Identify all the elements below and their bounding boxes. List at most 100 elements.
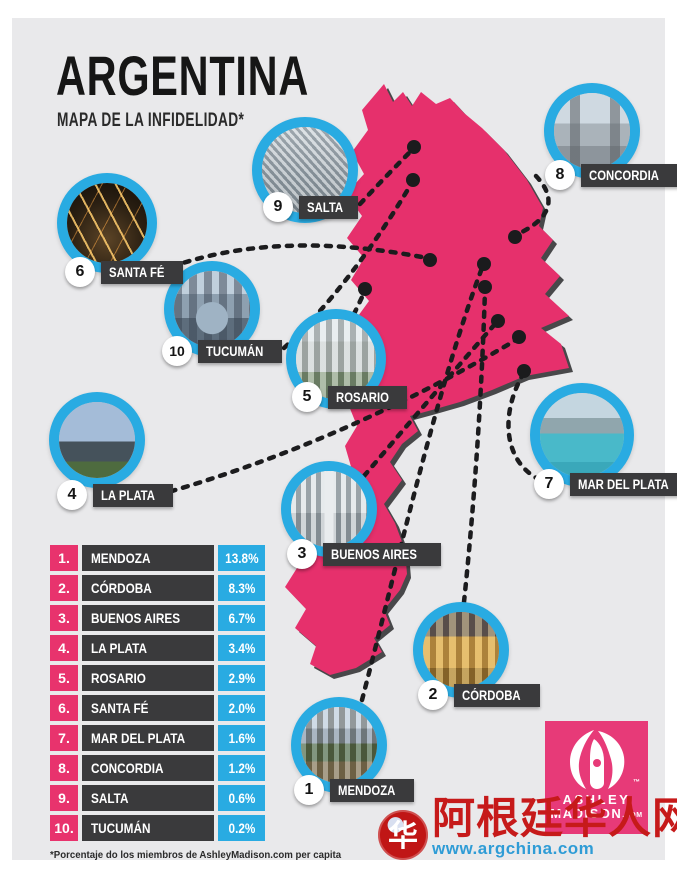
city-cell: ROSARIO bbox=[82, 665, 214, 691]
connector-mendoza bbox=[359, 265, 485, 703]
watermark: 华 阿根廷华人网 www.argchina.com bbox=[378, 795, 677, 860]
city-cell: CONCORDIA bbox=[82, 755, 214, 781]
tucuman-rank-badge: 10 bbox=[162, 336, 192, 366]
buenosaires-name-chip: BUENOS AIRES bbox=[323, 542, 442, 566]
cordoba-photo bbox=[423, 612, 499, 688]
mendoza-photo bbox=[301, 707, 377, 783]
concordia-rank-badge: 8 bbox=[545, 160, 575, 190]
connector-buenosaires bbox=[361, 321, 498, 479]
mendoza-rank-badge: 1 bbox=[294, 775, 324, 805]
connector-laplata bbox=[155, 337, 519, 498]
page-title: ARGENTINA bbox=[56, 44, 309, 107]
tucuman-name-chip: TUCUMÁN bbox=[198, 339, 283, 363]
table-row: 3. BUENOS AIRES 6.7% bbox=[50, 605, 266, 631]
city-cell: CÓRDOBA bbox=[82, 575, 214, 601]
laplata-bubble bbox=[49, 392, 145, 488]
cordoba-name-chip: CÓRDOBA bbox=[454, 683, 540, 707]
value-cell: 6.7% bbox=[218, 605, 265, 631]
value-cell: 3.4% bbox=[218, 635, 265, 661]
logo-text-ashley: ASHLEY bbox=[562, 792, 631, 807]
city-cell: MAR DEL PLATA bbox=[82, 725, 214, 751]
connector-concordia bbox=[515, 173, 551, 237]
rank-cell: 3. bbox=[50, 605, 78, 631]
connector-tucuman bbox=[281, 183, 413, 351]
mardelplata-label: 7 MAR DEL PLATA bbox=[534, 469, 677, 499]
ranking-table: 1. MENDOZA 13.8% 2. CÓRDOBA 8.3% 3. BUEN… bbox=[50, 545, 266, 845]
connector-rosario bbox=[351, 290, 367, 317]
value-cell: 0.2% bbox=[218, 815, 265, 841]
logo-text-madison: MADISON.COM bbox=[550, 805, 643, 821]
rank-cell: 5. bbox=[50, 665, 78, 691]
value-cell: 0.6% bbox=[218, 785, 265, 811]
map-location-dots bbox=[358, 140, 531, 378]
cordoba-label: 2 CÓRDOBA bbox=[418, 680, 540, 710]
rank-cell: 10. bbox=[50, 815, 78, 841]
salta-rank-badge: 9 bbox=[263, 192, 293, 222]
value-cell: 2.0% bbox=[218, 695, 265, 721]
tucuman-label: 10 TUCUMÁN bbox=[162, 336, 283, 366]
laplata-label: 4 LA PLATA bbox=[57, 480, 174, 510]
rank-cell: 8. bbox=[50, 755, 78, 781]
rank-cell: 1. bbox=[50, 545, 78, 571]
value-cell: 8.3% bbox=[218, 575, 265, 601]
tucuman-photo bbox=[174, 271, 250, 347]
connector-salta bbox=[357, 147, 415, 207]
mendoza-name-chip: MENDOZA bbox=[330, 778, 415, 802]
logo-text-com: .COM bbox=[622, 811, 643, 819]
poster-background: ARGENTINA MAPA DE LA INFIDELIDAD* 9 SALT… bbox=[12, 18, 677, 861]
buenosaires-rank-badge: 3 bbox=[287, 539, 317, 569]
salta-label: 9 SALTA bbox=[263, 192, 358, 222]
table-row: 9. SALTA 0.6% bbox=[50, 785, 266, 811]
city-cell: SANTA FÉ bbox=[82, 695, 214, 721]
watermark-site-name: 阿根廷华人网 bbox=[432, 795, 677, 843]
concordia-name-chip: CONCORDIA bbox=[581, 163, 677, 187]
table-row: 10. TUCUMÁN 0.2% bbox=[50, 815, 266, 841]
city-cell: MENDOZA bbox=[82, 545, 214, 571]
city-cell: TUCUMÁN bbox=[82, 815, 214, 841]
santafe-label: 6 SANTA FÉ bbox=[65, 257, 183, 287]
value-cell: 2.9% bbox=[218, 665, 265, 691]
rank-cell: 2. bbox=[50, 575, 78, 601]
laplata-rank-badge: 4 bbox=[57, 480, 87, 510]
mardelplata-name-chip: MAR DEL PLATA bbox=[570, 472, 677, 496]
value-cell: 1.2% bbox=[218, 755, 265, 781]
concordia-bubble bbox=[544, 83, 640, 179]
table-row: 7. MAR DEL PLATA 1.6% bbox=[50, 725, 266, 751]
city-cell: LA PLATA bbox=[82, 635, 214, 661]
table-row: 1. MENDOZA 13.8% bbox=[50, 545, 266, 571]
trademark-symbol: ™ bbox=[633, 779, 640, 786]
rank-cell: 4. bbox=[50, 635, 78, 661]
city-cell: BUENOS AIRES bbox=[82, 605, 214, 631]
rosario-rank-badge: 5 bbox=[292, 382, 322, 412]
shh-woman-icon bbox=[569, 730, 624, 789]
value-cell: 13.8% bbox=[218, 545, 265, 571]
mardelplata-rank-badge: 7 bbox=[534, 469, 564, 499]
santafe-rank-badge: 6 bbox=[65, 257, 95, 287]
laplata-name-chip: LA PLATA bbox=[93, 483, 174, 507]
watermark-site-url: www.argchina.com bbox=[432, 839, 595, 859]
connector-cordoba bbox=[461, 287, 488, 605]
ashley-madison-logo: ™ ASHLEY MADISON.COM bbox=[545, 721, 648, 834]
page-subtitle: MAPA DE LA INFIDELIDAD* bbox=[57, 110, 245, 131]
salta-name-chip: SALTA bbox=[299, 195, 358, 219]
mendoza-label: 1 MENDOZA bbox=[294, 775, 415, 805]
table-row: 4. LA PLATA 3.4% bbox=[50, 635, 266, 661]
cordoba-rank-badge: 2 bbox=[418, 680, 448, 710]
buenosaires-label: 3 BUENOS AIRES bbox=[287, 539, 442, 569]
concordia-label: 8 CONCORDIA bbox=[545, 160, 677, 190]
rank-cell: 9. bbox=[50, 785, 78, 811]
rank-cell: 6. bbox=[50, 695, 78, 721]
santafe-name-chip: SANTA FÉ bbox=[101, 260, 183, 284]
table-row: 8. CONCORDIA 1.2% bbox=[50, 755, 266, 781]
footnote: *Porcentaje do los miembros de AshleyMad… bbox=[50, 849, 342, 861]
city-cell: SALTA bbox=[82, 785, 214, 811]
watermark-badge-icon: 华 bbox=[378, 810, 428, 860]
concordia-photo bbox=[554, 93, 630, 169]
buenosaires-photo bbox=[291, 471, 367, 547]
mardelplata-photo bbox=[540, 393, 624, 477]
rank-cell: 7. bbox=[50, 725, 78, 751]
table-row: 5. ROSARIO 2.9% bbox=[50, 665, 266, 691]
cordoba-bubble bbox=[413, 602, 509, 698]
rosario-name-chip: ROSARIO bbox=[328, 385, 408, 409]
table-row: 6. SANTA FÉ 2.0% bbox=[50, 695, 266, 721]
